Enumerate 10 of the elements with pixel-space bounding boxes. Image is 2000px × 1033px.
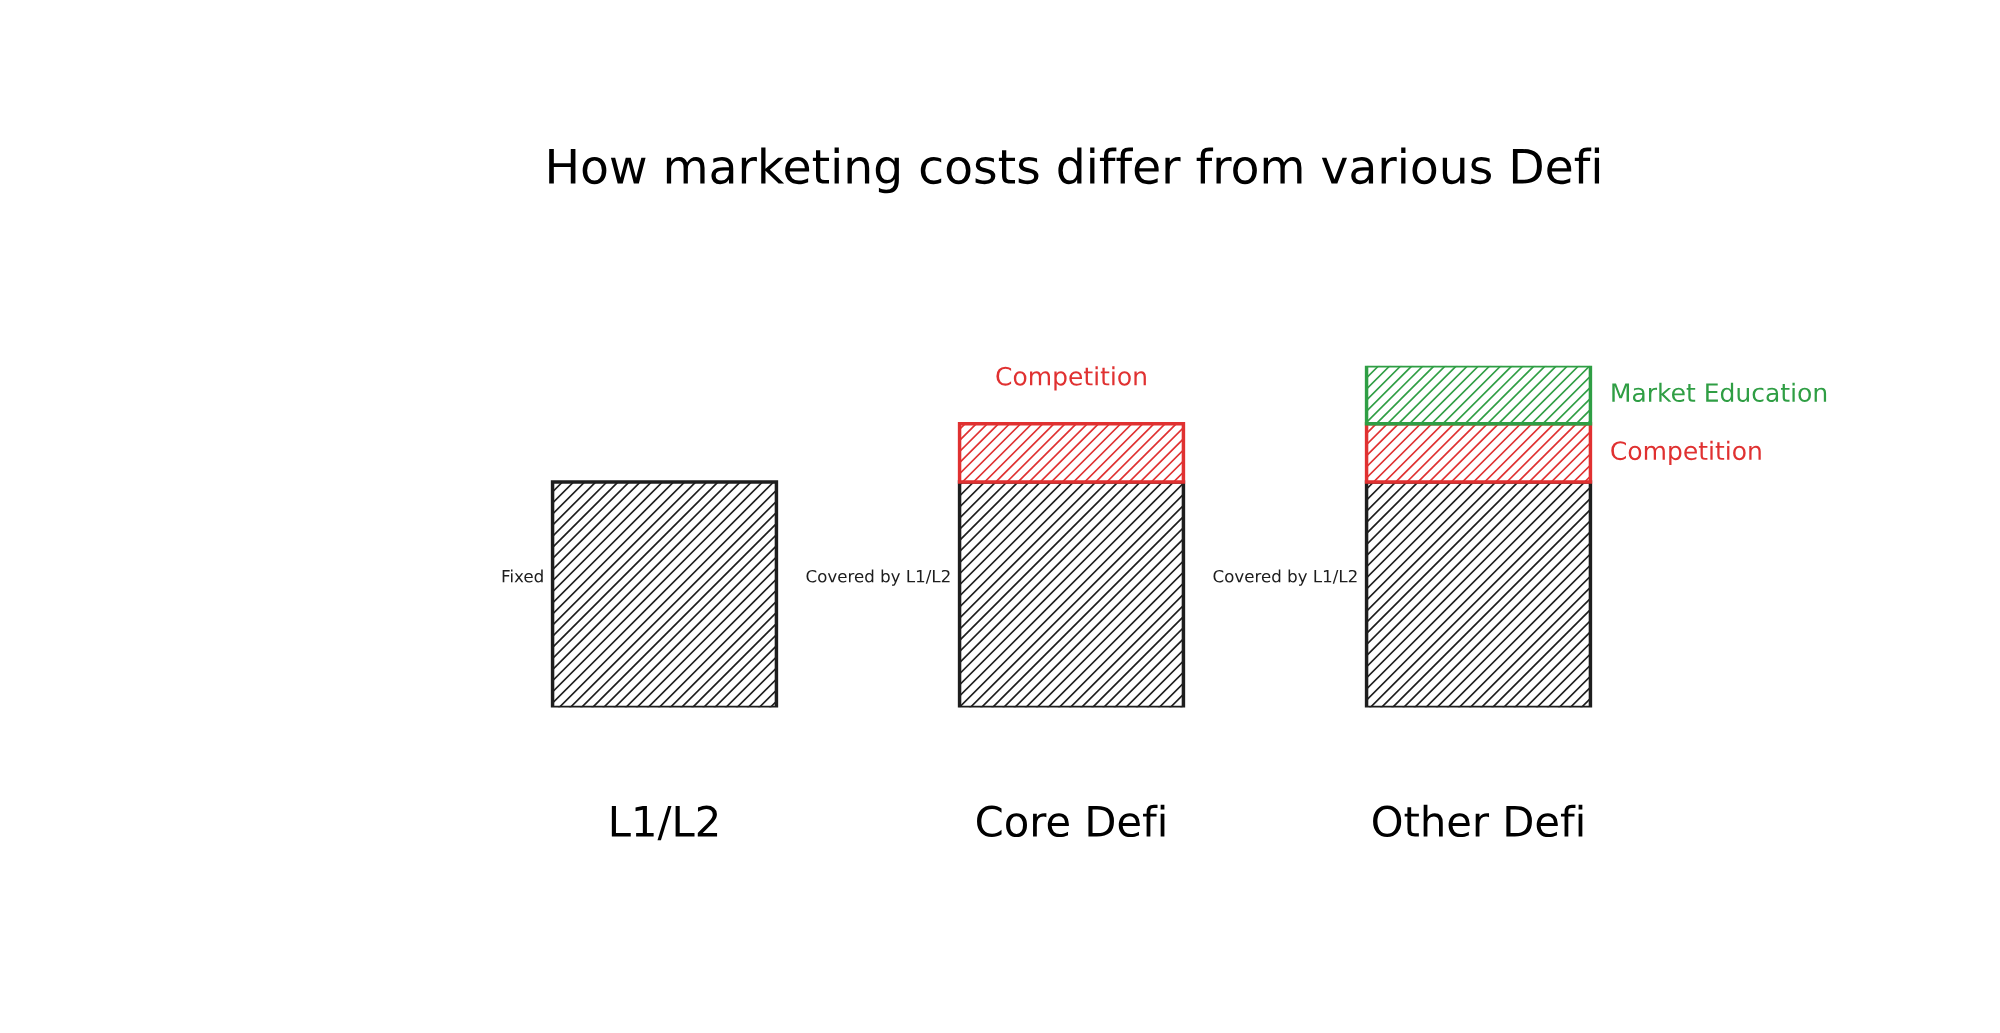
- x-tick-label: Other Defi: [1373, 804, 1583, 838]
- annotation: Covered by L1/L2: [1213, 569, 1357, 586]
- annotation: Fixed: [502, 569, 543, 583]
- annotation: Market Education: [1612, 382, 1827, 402]
- x-tick-label: L1/L2: [611, 805, 718, 841]
- annotation: Competition: [1611, 440, 1761, 465]
- annotation: Competition: [996, 366, 1146, 391]
- x-tick-label: Core Defi: [977, 804, 1165, 838]
- chart-title: How marketing costs differ from various Defi: [549, 147, 1600, 194]
- annotation: Covered by L1/L2: [806, 569, 950, 586]
